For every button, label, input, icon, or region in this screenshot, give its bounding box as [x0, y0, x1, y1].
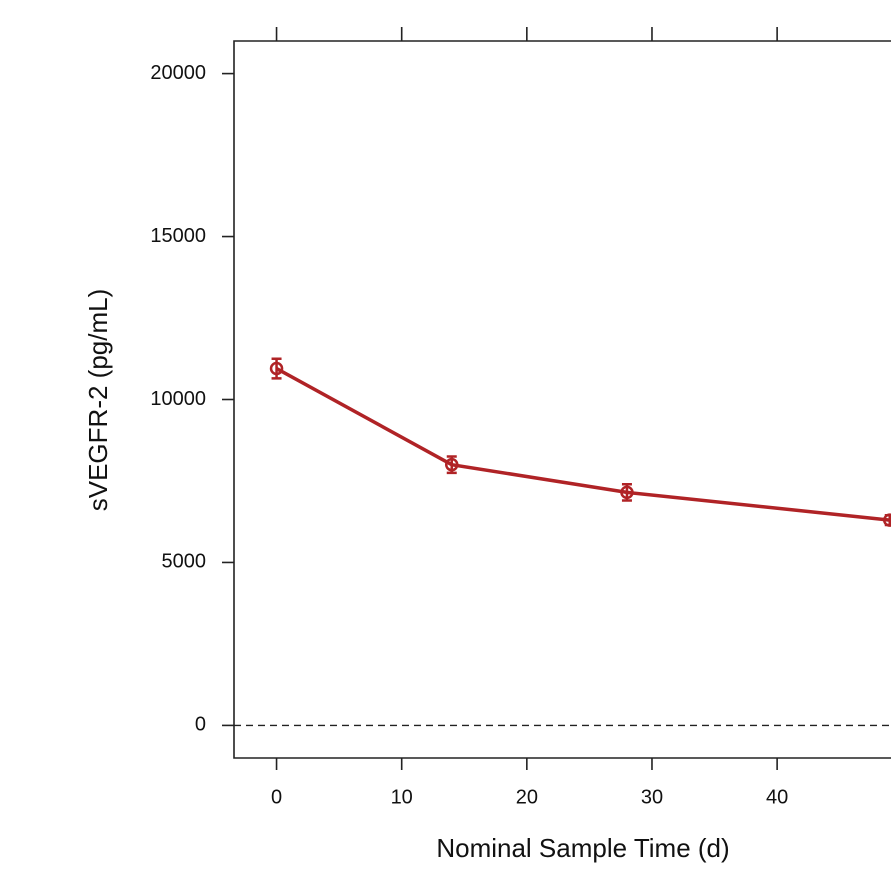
x-axis-title: Nominal Sample Time (d) — [436, 833, 729, 863]
x-tick-label: 0 — [271, 786, 282, 808]
y-tick-label: 20000 — [150, 62, 206, 84]
data-point — [883, 513, 891, 527]
x-tick-label: 40 — [766, 786, 788, 808]
x-tick-label: 30 — [641, 786, 663, 808]
data-point — [269, 361, 284, 376]
y-tick-label: 15000 — [150, 225, 206, 247]
y-tick-label: 10000 — [150, 388, 206, 410]
data-point — [620, 485, 634, 500]
x-tick-label: 20 — [516, 786, 538, 808]
data-point — [444, 457, 459, 472]
data-line — [275, 367, 890, 522]
x-tick-label: 10 — [391, 786, 413, 808]
y-axis-title: sVEGFR-2 (pg/mL) — [83, 289, 113, 512]
y-tick-label: 0 — [195, 714, 206, 736]
y-tick-label: 5000 — [162, 551, 207, 573]
